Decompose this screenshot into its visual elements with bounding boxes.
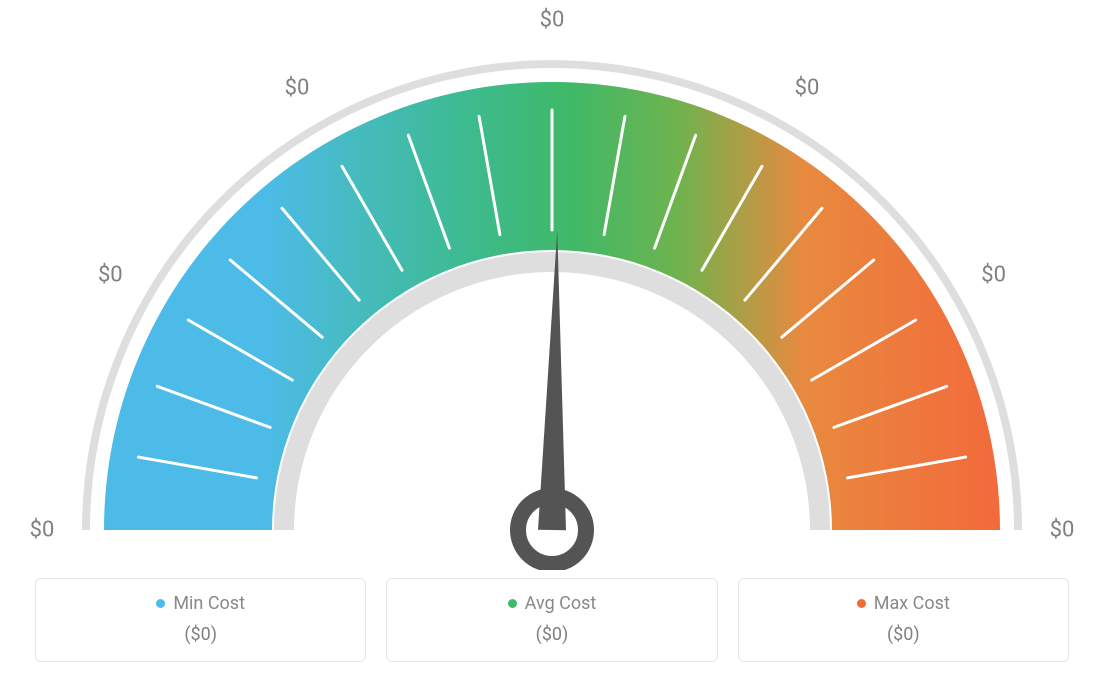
gauge-dial-label: $0	[30, 518, 55, 543]
cost-legend: Min Cost ($0) Avg Cost ($0) Max Cost ($0…	[35, 578, 1069, 662]
legend-title: Max Cost	[857, 593, 950, 614]
cost-gauge: $0 $0 $0 $0 $0 $0 $0	[32, 10, 1072, 570]
legend-label: Min Cost	[173, 593, 245, 614]
legend-label: Avg Cost	[525, 593, 597, 614]
legend-dot-icon	[508, 599, 517, 608]
gauge-dial-label: $0	[98, 263, 123, 288]
legend-dot-icon	[857, 599, 866, 608]
legend-title: Avg Cost	[508, 593, 597, 614]
legend-title: Min Cost	[156, 593, 245, 614]
legend-card-max: Max Cost ($0)	[738, 578, 1069, 662]
gauge-needle	[518, 230, 586, 564]
legend-dot-icon	[156, 599, 165, 608]
legend-card-avg: Avg Cost ($0)	[386, 578, 717, 662]
gauge-dial-label: $0	[981, 263, 1006, 288]
legend-card-min: Min Cost ($0)	[35, 578, 366, 662]
legend-label: Max Cost	[874, 593, 950, 614]
legend-value: ($0)	[46, 624, 355, 645]
gauge-svg	[32, 10, 1072, 570]
gauge-dial-label: $0	[285, 76, 310, 101]
legend-value: ($0)	[397, 624, 706, 645]
gauge-dial-label: $0	[795, 76, 820, 101]
gauge-dial-label: $0	[540, 8, 565, 33]
gauge-dial-label: $0	[1050, 518, 1075, 543]
legend-value: ($0)	[749, 624, 1058, 645]
